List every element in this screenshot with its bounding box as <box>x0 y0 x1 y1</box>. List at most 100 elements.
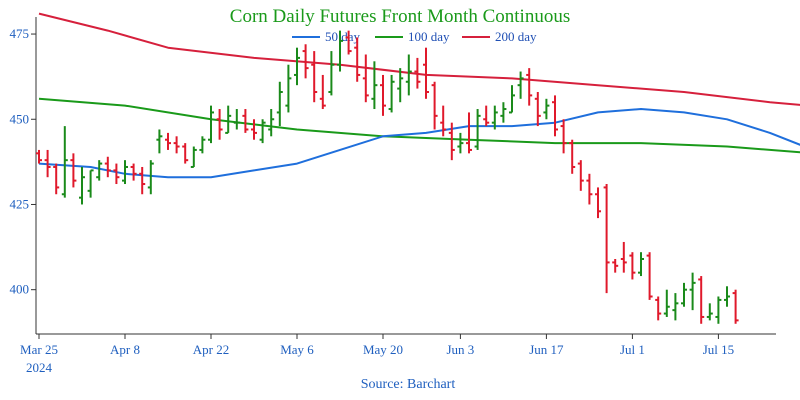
ohlc-bar <box>130 163 137 181</box>
ohlc-bar <box>87 169 94 198</box>
ohlc-bar <box>61 126 68 198</box>
ohlc-bar <box>147 160 154 195</box>
ohlc-bar <box>698 276 705 324</box>
ohlc-bar <box>466 112 472 154</box>
ohlc-bar <box>560 119 567 154</box>
ohlc-bar <box>689 272 696 311</box>
ohlc-bar <box>646 252 653 300</box>
ohlc-bar <box>543 98 550 120</box>
ohlc-bar <box>302 44 309 79</box>
chart-title: Corn Daily Futures Front Month Continuou… <box>230 6 570 27</box>
y-tick-label: 450 <box>10 111 30 126</box>
y-tick-label: 425 <box>10 196 30 211</box>
ohlc-bar <box>208 105 214 144</box>
ohlc-bar <box>53 163 60 195</box>
ohlc-bar <box>655 296 662 321</box>
ohlc-bar <box>173 136 180 154</box>
x-tick-label: Jul 15 <box>703 342 734 357</box>
ohlc-bar <box>715 296 722 324</box>
ohlc-bar <box>517 71 524 99</box>
ohlc-bar <box>620 241 627 273</box>
ohlc-bar <box>388 74 395 113</box>
y-axis: 400 425 450 475 <box>10 17 37 334</box>
ohlc-bar <box>440 105 447 137</box>
ohlc-bar <box>199 136 206 154</box>
ohlc-bar <box>268 109 275 137</box>
ohlc-bar <box>603 184 610 294</box>
ohlc-bar <box>345 30 352 55</box>
ohlc-bar <box>113 163 120 185</box>
ohlc-bar <box>500 102 507 123</box>
legend-item-100-day: 100 day <box>375 29 450 44</box>
ohlc-bar <box>36 149 42 164</box>
ohlc-bar <box>552 95 558 137</box>
legend-label-50-day: 50 day <box>325 29 361 44</box>
ohlc-bar <box>706 303 713 321</box>
ohlc-bar <box>337 30 343 72</box>
price-bars <box>36 30 739 324</box>
y-tick-label: 400 <box>10 282 30 297</box>
ohlc-bar <box>491 105 498 130</box>
x-tick-label: Jul 1 <box>620 342 645 357</box>
chart-source: Source: Barchart <box>361 377 456 392</box>
ohlc-bar <box>612 259 619 273</box>
ohlc-bar <box>328 51 335 96</box>
ohlc-bar <box>354 37 361 82</box>
ohlc-bar <box>225 105 232 134</box>
ohlc-bar <box>233 109 240 130</box>
ohlc-bar <box>259 119 266 144</box>
ohlc-bar <box>414 57 421 89</box>
ohlc-bar <box>79 166 85 205</box>
ohlc-bar <box>569 139 576 174</box>
legend-label-100-day: 100 day <box>408 29 450 44</box>
ohlc-bar <box>629 252 636 280</box>
ohlc-bar <box>405 54 412 96</box>
ohlc-bar <box>526 68 533 106</box>
x-tick-label: Apr 22 <box>193 342 229 357</box>
ohlc-bar <box>122 160 128 185</box>
x-tick-label: Mar 25 <box>20 342 58 357</box>
ohlc-bar <box>474 109 481 150</box>
ohlc-bar <box>311 51 318 103</box>
ohlc-bar <box>672 293 679 321</box>
ohlc-bar <box>190 146 197 168</box>
ohlc-bar <box>509 85 515 114</box>
legend: 50 day 100 day 200 day <box>292 29 537 44</box>
ohlc-bar <box>276 81 283 127</box>
ohlc-bar <box>139 166 146 195</box>
ohlc-bar <box>586 173 593 205</box>
y-tick-label: 475 <box>10 26 30 41</box>
ohlc-bar <box>371 61 378 110</box>
ohlc-bar <box>483 105 490 127</box>
ohlc-bar <box>242 109 249 133</box>
legend-item-50-day: 50 day <box>292 29 361 44</box>
ohlc-bar <box>182 143 189 164</box>
ohlc-bar <box>457 132 464 154</box>
x-axis: Mar 25 Apr 8 Apr 22 May 6 May 20 Jun 3 Jun 17 J… <box>20 333 776 357</box>
ohlc-bar <box>294 47 300 86</box>
ohlc-bar <box>423 47 429 99</box>
x-tick-label: Jun 3 <box>446 342 474 357</box>
ohlc-bar <box>431 81 438 130</box>
ohlc-bar <box>319 74 326 110</box>
ma-100-day-line <box>38 97 800 154</box>
ohlc-bar <box>732 289 739 324</box>
ohlc-bar <box>104 156 111 178</box>
x-tick-label: May 20 <box>363 342 403 357</box>
ohlc-bar <box>724 286 730 307</box>
ohlc-bar <box>165 132 171 150</box>
ohlc-bar <box>448 122 455 161</box>
ohlc-bar <box>595 187 601 219</box>
x-tick-label: Jun 17 <box>529 342 564 357</box>
ohlc-bar <box>96 160 103 181</box>
ohlc-bar <box>156 129 163 154</box>
x-tick-label: Apr 8 <box>110 342 140 357</box>
ohlc-bar <box>362 54 369 103</box>
ohlc-bar <box>534 91 541 127</box>
ohlc-bar <box>577 160 584 191</box>
ohlc-bar <box>285 64 292 113</box>
x-year-label: 2024 <box>26 360 53 375</box>
ohlc-bar <box>251 119 257 140</box>
x-tick-label: May 6 <box>280 342 314 357</box>
